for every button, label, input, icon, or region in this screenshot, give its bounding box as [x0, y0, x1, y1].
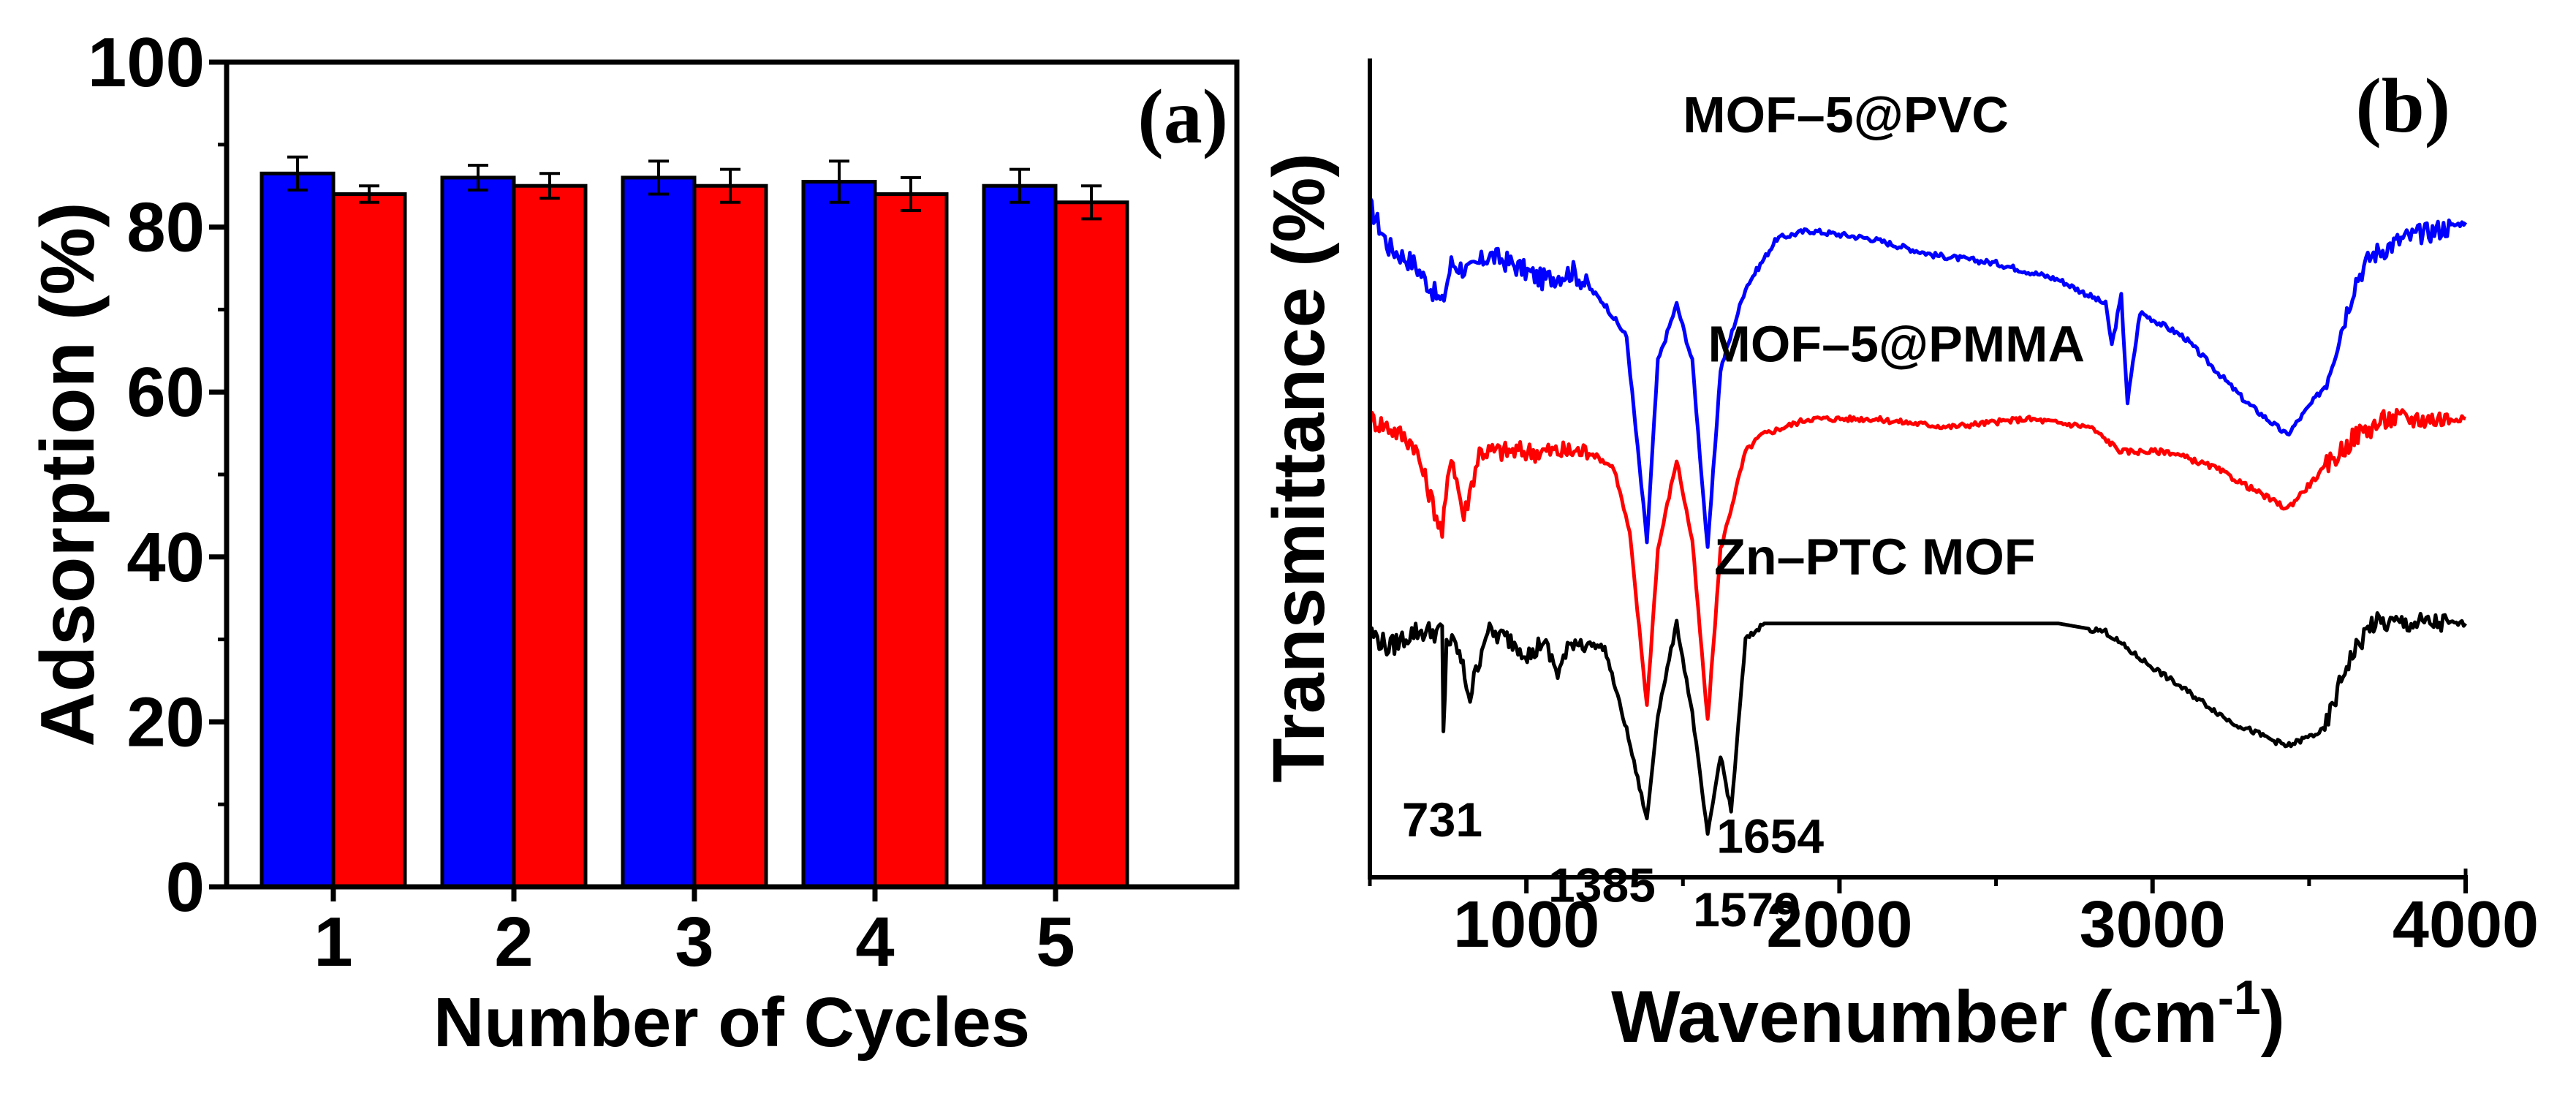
- panel-a-bar-chart: 0 20 40 60 80 100 1 2 3 4 5 (a) Adsorption (%) Nu…: [26, 23, 1240, 1062]
- series-label: MOF–5@PMMA: [1708, 315, 2086, 372]
- panel-a-bars: [260, 155, 1129, 889]
- panel-a-x-ticks: 1 2 3 4 5: [314, 887, 1075, 981]
- x-tick-label: 1000: [1453, 888, 1599, 961]
- panel-b-peak-annotations: 731 1385 1579 1654: [1402, 793, 1824, 937]
- panel-b-series-labels: MOF–5@PVC MOF–5@PMMA Zn–PTC MOF: [1683, 86, 2085, 586]
- x-tick-label: 3000: [2080, 888, 2226, 961]
- bar-series-red: [331, 192, 407, 889]
- x-tick-label: 5: [1036, 903, 1075, 981]
- bar-series-red: [873, 192, 949, 889]
- panel-b-x-axis-label-superscript: -1: [2218, 970, 2261, 1024]
- x-tick-label: 4: [855, 903, 894, 981]
- bar-series-blue: [260, 171, 336, 889]
- y-tick-label: 40: [126, 518, 205, 597]
- spectrum-line: [1368, 407, 2466, 721]
- y-tick-label: 0: [166, 848, 205, 926]
- panel-a-y-axis-label: Adsorption (%): [26, 202, 110, 746]
- peak-annotation: 731: [1402, 793, 1482, 847]
- panel-a-y-ticks: 0 20 40 60 80 100: [88, 23, 227, 926]
- series-label: MOF–5@PVC: [1683, 86, 2009, 143]
- panel-b-x-ticks: 1000 2000 3000 4000: [1368, 877, 2539, 961]
- panel-b-x-axis-label: Wavenumber (cm-1): [1611, 970, 2285, 1058]
- panel-b-y-axis-label: Transmittance (%): [1258, 153, 1340, 782]
- x-tick-label: 4000: [2393, 888, 2539, 961]
- spectrum-line: [1368, 197, 2468, 549]
- x-tick-label: 2000: [1766, 888, 1912, 961]
- bar-series-blue: [621, 175, 697, 889]
- panel-b-label: (b): [2355, 63, 2450, 148]
- peak-annotation: 1385: [1548, 858, 1656, 912]
- y-tick-label: 80: [126, 189, 205, 267]
- x-tick-label: 1: [314, 903, 352, 981]
- panel-b-series-lines: [1368, 197, 2468, 836]
- series-label: Zn–PTC MOF: [1714, 529, 2035, 586]
- y-tick-label: 20: [126, 683, 205, 761]
- panel-b-x-axis-label-close: ): [2261, 976, 2285, 1058]
- bar-series-red: [1053, 200, 1129, 889]
- y-tick-label: 60: [126, 353, 205, 431]
- x-tick-label: 2: [494, 903, 533, 981]
- spectrum-line: [1368, 611, 2467, 836]
- bar-series-red: [692, 184, 768, 889]
- bar-series-blue: [801, 180, 877, 889]
- bar-series-blue: [440, 175, 516, 889]
- peak-annotation: 1579: [1693, 882, 1800, 937]
- bar-series-red: [512, 184, 588, 889]
- panel-b-ftir-chart: 1000 2000 3000 4000 MOF–5@PVC MOF–5@PMMA Zn–P…: [1258, 58, 2539, 1058]
- panel-a-label: (a): [1137, 74, 1228, 159]
- panel-a-x-axis-label: Number of Cycles: [433, 983, 1030, 1062]
- bar-series-blue: [982, 184, 1058, 889]
- x-tick-label: 3: [675, 903, 713, 981]
- peak-annotation: 1654: [1716, 809, 1824, 863]
- panel-b-x-axis-label-main: Wavenumber (cm: [1611, 976, 2218, 1058]
- y-tick-label: 100: [88, 23, 205, 102]
